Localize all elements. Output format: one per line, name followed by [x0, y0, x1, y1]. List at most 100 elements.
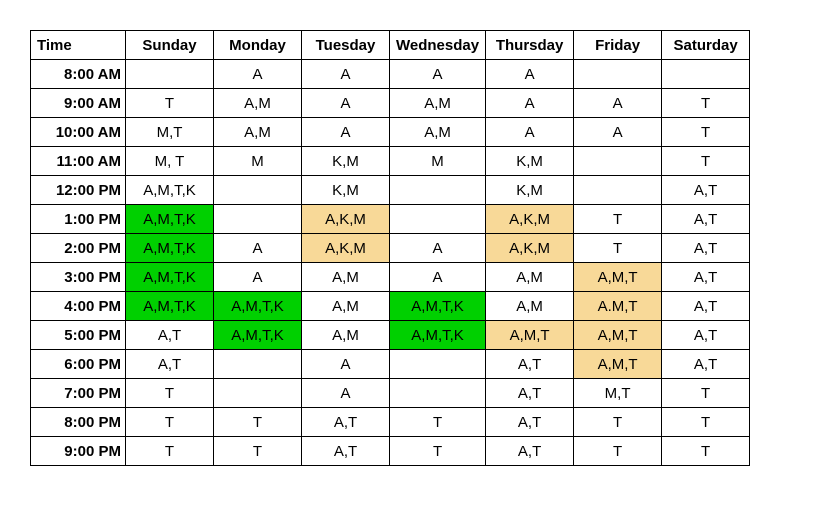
schedule-cell: A,M,T,K: [126, 263, 214, 292]
table-row: 7:00 PMTAA,TM,TT: [31, 379, 750, 408]
schedule-cell: A,M,T: [574, 350, 662, 379]
header-thursday: Thursday: [486, 31, 574, 60]
header-saturday: Saturday: [662, 31, 750, 60]
schedule-cell: A,M: [302, 263, 390, 292]
schedule-cell: A,M: [486, 263, 574, 292]
schedule-table: Time Sunday Monday Tuesday Wednesday Thu…: [30, 30, 750, 466]
schedule-cell: [214, 205, 302, 234]
time-cell: 6:00 PM: [31, 350, 126, 379]
schedule-cell: A: [486, 60, 574, 89]
schedule-cell: T: [214, 408, 302, 437]
schedule-cell: A,M,T: [486, 321, 574, 350]
schedule-cell: A,T: [662, 205, 750, 234]
table-row: 11:00 AMM, TMK,MMK,MT: [31, 147, 750, 176]
schedule-cell: A,K,M: [486, 205, 574, 234]
schedule-cell: A: [574, 89, 662, 118]
table-row: 2:00 PMA,M,T,KAA,K,MAA,K,MTA,T: [31, 234, 750, 263]
schedule-cell: [390, 379, 486, 408]
time-cell: 3:00 PM: [31, 263, 126, 292]
time-cell: 10:00 AM: [31, 118, 126, 147]
schedule-cell: A,T: [662, 321, 750, 350]
schedule-cell: A,M: [302, 321, 390, 350]
table-row: 12:00 PMA,M,T,KK,MK,MA,T: [31, 176, 750, 205]
schedule-cell: T: [662, 147, 750, 176]
schedule-cell: T: [574, 437, 662, 466]
schedule-cell: A: [214, 263, 302, 292]
time-cell: 7:00 PM: [31, 379, 126, 408]
schedule-cell: K,M: [302, 176, 390, 205]
schedule-cell: A: [390, 234, 486, 263]
schedule-cell: M,T: [574, 379, 662, 408]
table-row: 1:00 PMA,M,T,KA,K,MA,K,MTA,T: [31, 205, 750, 234]
schedule-cell: T: [126, 379, 214, 408]
header-sunday: Sunday: [126, 31, 214, 60]
schedule-cell: A: [486, 89, 574, 118]
schedule-cell: A: [302, 89, 390, 118]
schedule-cell: [214, 350, 302, 379]
schedule-cell: A,T: [662, 350, 750, 379]
schedule-cell: A: [302, 118, 390, 147]
schedule-cell: A,M,T,K: [214, 321, 302, 350]
schedule-cell: M,T: [126, 118, 214, 147]
header-time: Time: [31, 31, 126, 60]
schedule-cell: A,T: [662, 263, 750, 292]
schedule-cell: A,T: [302, 408, 390, 437]
table-row: 9:00 PMTTA,TTA,TTT: [31, 437, 750, 466]
schedule-cell: A,M,T,K: [390, 292, 486, 321]
schedule-cell: [390, 176, 486, 205]
schedule-cell: T: [574, 234, 662, 263]
schedule-cell: M, T: [126, 147, 214, 176]
schedule-cell: T: [662, 89, 750, 118]
time-cell: 4:00 PM: [31, 292, 126, 321]
schedule-cell: A,M,T: [574, 263, 662, 292]
schedule-cell: K,M: [302, 147, 390, 176]
time-cell: 8:00 AM: [31, 60, 126, 89]
schedule-cell: [390, 205, 486, 234]
time-cell: 5:00 PM: [31, 321, 126, 350]
schedule-cell: T: [390, 408, 486, 437]
time-cell: 2:00 PM: [31, 234, 126, 263]
schedule-cell: A: [390, 263, 486, 292]
schedule-cell: T: [390, 437, 486, 466]
schedule-cell: A,T: [486, 437, 574, 466]
schedule-cell: A.M,T: [574, 292, 662, 321]
schedule-cell: [126, 60, 214, 89]
schedule-cell: K,M: [486, 176, 574, 205]
schedule-cell: A,K,M: [486, 234, 574, 263]
schedule-cell: [574, 147, 662, 176]
time-cell: 8:00 PM: [31, 408, 126, 437]
schedule-cell: [574, 176, 662, 205]
schedule-cell: M: [214, 147, 302, 176]
schedule-cell: T: [126, 437, 214, 466]
schedule-cell: [574, 60, 662, 89]
time-cell: 9:00 PM: [31, 437, 126, 466]
schedule-cell: A,T: [662, 234, 750, 263]
table-row: 9:00 AMTA,MAA,MAAT: [31, 89, 750, 118]
table-row: 8:00 AMAAAA: [31, 60, 750, 89]
schedule-cell: T: [662, 118, 750, 147]
header-monday: Monday: [214, 31, 302, 60]
schedule-cell: A,T: [302, 437, 390, 466]
header-row: Time Sunday Monday Tuesday Wednesday Thu…: [31, 31, 750, 60]
schedule-cell: [662, 60, 750, 89]
schedule-cell: A,M: [214, 118, 302, 147]
header-friday: Friday: [574, 31, 662, 60]
table-row: 3:00 PMA,M,T,KAA,MAA,MA,M,TA,T: [31, 263, 750, 292]
schedule-cell: A,M: [390, 118, 486, 147]
schedule-cell: A,M,T,K: [126, 292, 214, 321]
table-row: 6:00 PMA,TAA,TA,M,TA,T: [31, 350, 750, 379]
schedule-cell: A,T: [486, 350, 574, 379]
time-cell: 9:00 AM: [31, 89, 126, 118]
schedule-cell: A,T: [662, 176, 750, 205]
schedule-cell: [214, 176, 302, 205]
table-row: 4:00 PMA,M,T,KA,M,T,KA,MA,M,T,KA,MA.M,TA…: [31, 292, 750, 321]
schedule-cell: K,M: [486, 147, 574, 176]
schedule-cell: A,M,T,K: [214, 292, 302, 321]
schedule-cell: A: [214, 60, 302, 89]
schedule-cell: A,M,T: [574, 321, 662, 350]
table-row: 8:00 PMTTA,TTA,TTT: [31, 408, 750, 437]
schedule-cell: T: [662, 379, 750, 408]
schedule-cell: A: [302, 350, 390, 379]
header-wednesday: Wednesday: [390, 31, 486, 60]
schedule-cell: A,M,T,K: [126, 234, 214, 263]
